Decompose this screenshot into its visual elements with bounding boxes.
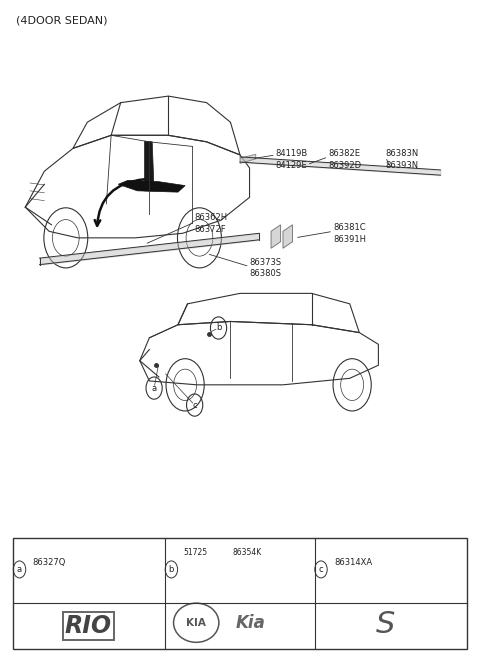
- Text: 86383N
86393N: 86383N 86393N: [385, 149, 419, 170]
- Text: KIA: KIA: [186, 618, 206, 628]
- Text: 86381C
86391H: 86381C 86391H: [333, 223, 366, 243]
- Text: b: b: [168, 565, 174, 574]
- Text: 86314XA: 86314XA: [334, 558, 372, 567]
- Text: Kia: Kia: [235, 614, 265, 632]
- Text: c: c: [319, 565, 324, 574]
- Polygon shape: [283, 225, 292, 249]
- Polygon shape: [118, 180, 185, 192]
- Text: 86354K: 86354K: [232, 548, 261, 558]
- Text: 51725: 51725: [183, 548, 207, 558]
- Text: 86362H
86372F: 86362H 86372F: [195, 213, 228, 234]
- Text: 86382E
86392D: 86382E 86392D: [328, 149, 361, 170]
- Text: c: c: [192, 401, 197, 409]
- Text: 86373S
86380S: 86373S 86380S: [250, 258, 282, 278]
- Text: S: S: [375, 611, 395, 640]
- Text: b: b: [216, 323, 221, 333]
- Text: a: a: [17, 565, 22, 574]
- Text: 84119B
84129E: 84119B 84129E: [276, 149, 308, 170]
- Text: 86327Q: 86327Q: [33, 558, 66, 567]
- Text: (4DOOR SEDAN): (4DOOR SEDAN): [16, 16, 107, 26]
- Text: a: a: [152, 384, 156, 392]
- Text: RIO: RIO: [65, 614, 112, 638]
- Polygon shape: [144, 141, 154, 191]
- Polygon shape: [271, 225, 281, 249]
- Polygon shape: [240, 154, 256, 163]
